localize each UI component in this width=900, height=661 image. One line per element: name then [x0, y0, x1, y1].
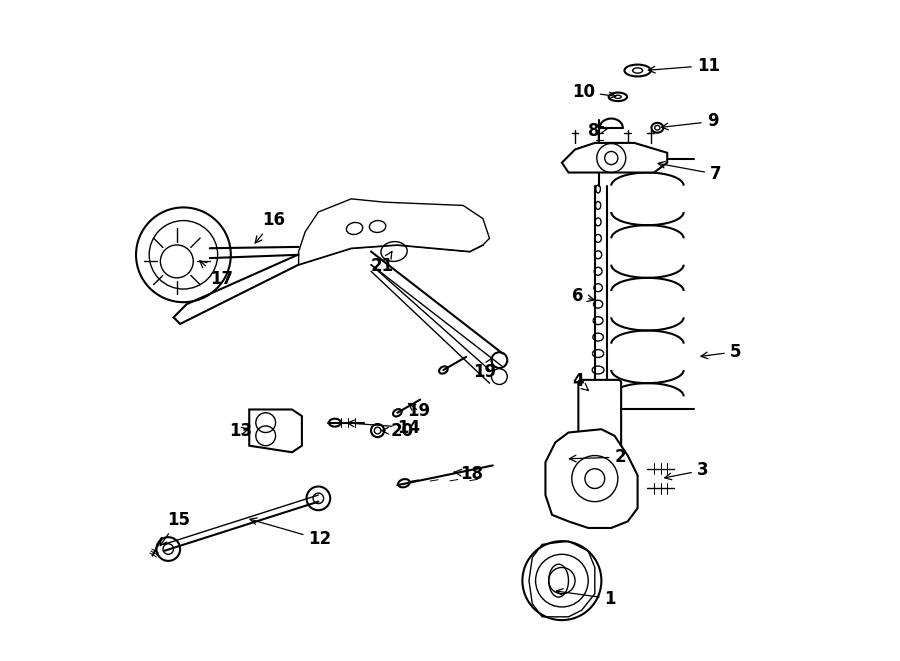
- Text: 8: 8: [589, 122, 608, 140]
- Text: 10: 10: [572, 83, 616, 101]
- Text: 16: 16: [256, 211, 285, 243]
- Text: 4: 4: [572, 372, 589, 391]
- Polygon shape: [545, 429, 637, 528]
- Polygon shape: [299, 199, 490, 264]
- Text: 11: 11: [648, 56, 720, 75]
- Text: 19: 19: [407, 402, 430, 420]
- Text: 20: 20: [382, 422, 414, 440]
- Text: 2: 2: [570, 448, 626, 466]
- Polygon shape: [529, 541, 595, 617]
- Text: 18: 18: [454, 465, 483, 483]
- Text: 12: 12: [250, 518, 331, 549]
- Text: 9: 9: [662, 112, 718, 130]
- Text: 13: 13: [230, 422, 253, 440]
- Text: 21: 21: [371, 252, 394, 275]
- Text: 3: 3: [665, 461, 708, 480]
- Text: 14: 14: [347, 418, 420, 436]
- Polygon shape: [249, 409, 302, 452]
- Text: 15: 15: [160, 511, 190, 545]
- Text: 1: 1: [556, 589, 617, 607]
- Text: 5: 5: [701, 343, 742, 361]
- Text: 6: 6: [572, 287, 594, 305]
- Text: 17: 17: [200, 261, 233, 288]
- FancyBboxPatch shape: [579, 380, 621, 465]
- Polygon shape: [562, 143, 667, 173]
- Text: 19: 19: [473, 358, 496, 381]
- Polygon shape: [174, 225, 483, 324]
- Text: 7: 7: [658, 161, 722, 183]
